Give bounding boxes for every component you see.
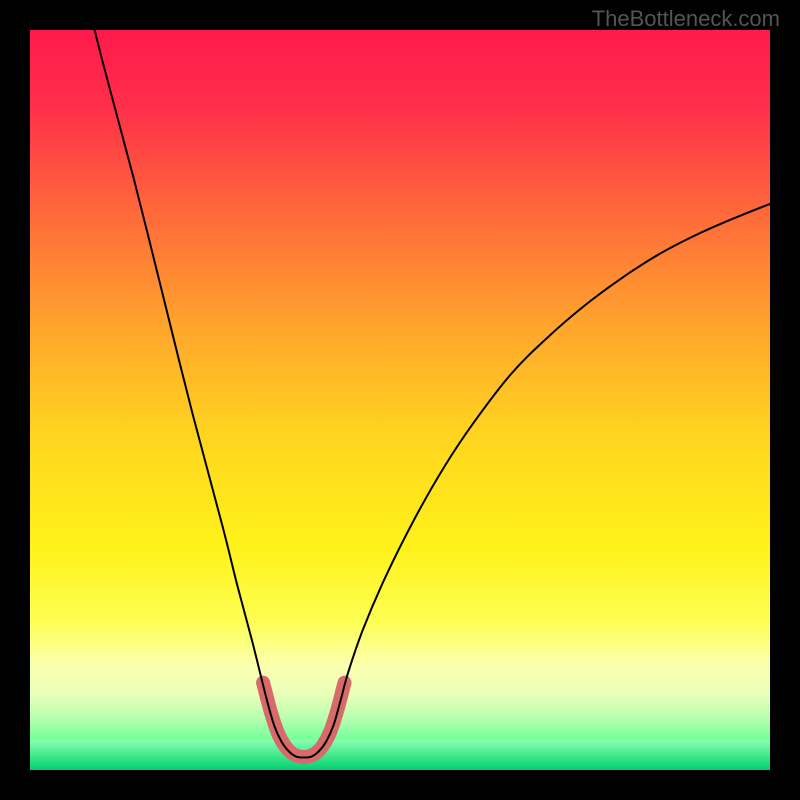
chart-svg: [30, 30, 770, 770]
attribution-text: TheBottleneck.com: [592, 6, 780, 32]
plot-area: [30, 30, 770, 770]
highlight-band: [263, 683, 344, 757]
bottleneck-curve: [89, 30, 770, 757]
